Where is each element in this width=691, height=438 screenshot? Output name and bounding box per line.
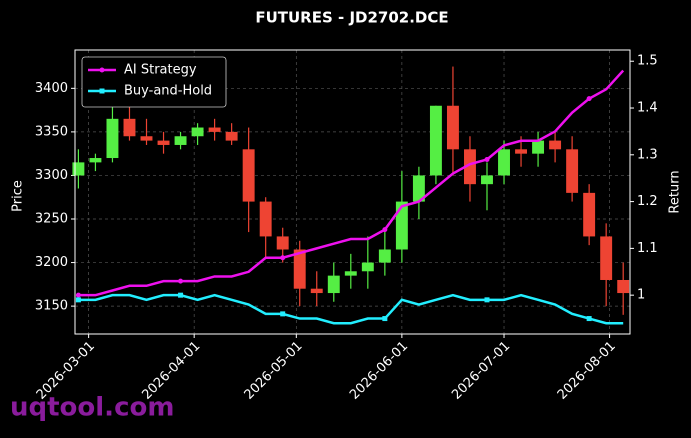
candle-body [549,140,562,150]
legend-marker [99,88,105,94]
series-marker [382,227,388,233]
y2-tick-label: 1.1 [637,241,658,256]
series-line [78,69,625,297]
y-tick-label: 3300 [35,168,68,183]
y-tick-label: 3200 [35,255,68,270]
y-tick-label: 3400 [35,81,68,96]
y-tick-label: 3350 [35,124,68,139]
candle-body [446,105,459,150]
series-marker [280,255,286,261]
candle-body [464,149,476,185]
candle-body [140,136,153,141]
chart-title: FUTURES - JD2702.DCE [255,9,448,27]
candle-body [123,118,136,137]
candle-body [157,140,170,145]
candle-body [378,249,391,263]
y-tick-label: 3250 [35,212,68,227]
y2-tick-label: 1.3 [637,147,658,162]
series-line [78,293,624,325]
series-marker [75,292,81,298]
legend-label: Buy-and-Hold [124,84,212,99]
y-tick-label: 3150 [35,299,68,314]
candle-body [174,136,187,145]
candle-body [532,140,545,154]
series-marker [178,292,184,298]
candle-body [583,192,596,237]
y2-tick-label: 1.4 [637,101,658,116]
y2-tick-label: 1.5 [637,54,658,69]
candle-body [566,149,579,193]
series-marker [382,316,388,322]
candle-body [310,288,323,294]
candle-body [600,236,613,280]
candle-body [242,149,255,202]
plot-frame [74,49,631,335]
series-marker [280,311,286,317]
candle-body [225,131,238,141]
series-marker [484,156,490,162]
candle-body [293,249,306,289]
candle-body [429,105,442,176]
y2-tick-label: 1 [637,288,645,303]
y2-tick-label: 1.2 [637,194,658,209]
candle-body [72,162,85,176]
candle-body [259,201,272,237]
watermark: uqtool.com [10,393,174,423]
y-axis-label: Price [11,180,26,212]
candle-body [617,279,630,294]
candle-body [208,127,221,132]
series-marker [75,297,81,303]
series-marker [178,278,184,284]
candle-body [395,201,408,250]
y2-axis-label: Return [668,170,683,213]
candle-body [515,149,528,154]
legend-box [81,56,227,108]
series-marker [586,96,592,102]
candle-body [412,175,425,202]
series-marker [586,316,592,322]
candle-body [481,175,493,185]
candle-body [276,236,289,250]
legend-marker [99,67,105,73]
candle-body [361,262,374,272]
candle-body [89,158,102,163]
candle-body [344,271,357,276]
series-marker [484,297,490,303]
candle-body [498,149,510,176]
candle-body [191,127,204,137]
candle-body [106,118,119,159]
legend-label: AI Strategy [124,63,197,78]
candle-body [327,275,340,294]
